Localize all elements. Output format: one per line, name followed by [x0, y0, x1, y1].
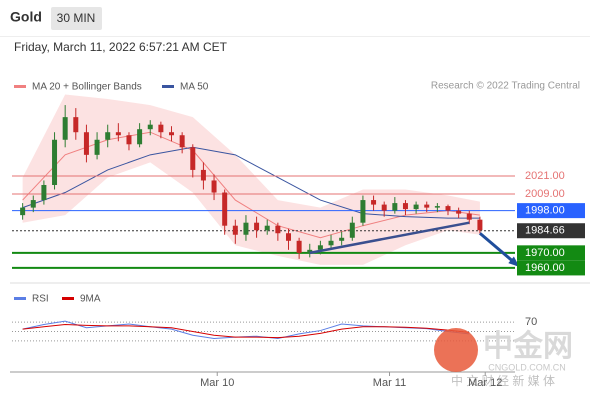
rsi-line	[22, 323, 470, 339]
candle-body	[62, 117, 68, 140]
legend-swatch	[14, 85, 26, 88]
candle-body	[243, 222, 249, 235]
interval[interactable]: 30 MIN	[57, 11, 96, 25]
candle-body	[20, 207, 26, 216]
watermark-slogan: 中 文 财 经 新 媒 体	[451, 373, 555, 388]
candle-body	[158, 124, 164, 133]
candle-body	[424, 204, 430, 208]
candle-body	[105, 132, 111, 140]
x-tick-label: Mar 12	[468, 377, 502, 389]
ma-line	[22, 131, 480, 239]
price-label-box	[517, 245, 585, 261]
forecast-arrow	[478, 232, 519, 267]
x-tick-label: Mar 11	[373, 377, 406, 389]
candle-body	[179, 135, 185, 148]
candle-body	[41, 184, 47, 201]
candle-body	[360, 200, 366, 223]
candle-body	[94, 139, 100, 155]
price-label-box	[517, 203, 585, 219]
interval-box[interactable]	[51, 7, 102, 30]
candle-body	[222, 192, 228, 226]
price-label: 2021.00	[525, 170, 565, 182]
price-label-box	[517, 260, 585, 276]
candle-body	[254, 222, 260, 231]
candle-body	[402, 203, 408, 210]
candle-body	[190, 147, 196, 170]
price-label: 1984.66	[525, 225, 565, 237]
candle-body	[466, 213, 472, 220]
price-label-box	[517, 223, 585, 239]
price-label: 1970.00	[525, 247, 565, 259]
candle-body	[52, 139, 58, 185]
divider	[0, 36, 590, 37]
candle-body	[349, 222, 355, 238]
candle-body	[381, 204, 387, 211]
legend-swatch	[62, 297, 74, 300]
bollinger-band	[22, 94, 480, 265]
source: Research © 2022 Trading Central	[431, 81, 580, 92]
price-label: 2009.00	[525, 188, 565, 200]
candle-body	[371, 200, 377, 205]
candle-body	[83, 132, 89, 155]
arrow-head	[508, 256, 520, 267]
price-label: 1998.00	[525, 205, 565, 217]
legend-label: MA 50	[180, 82, 209, 93]
candle-body	[115, 132, 121, 136]
watermark-logo-icon	[434, 328, 478, 372]
candle-body	[30, 200, 36, 208]
candle-body	[73, 117, 79, 133]
candle-body	[126, 135, 132, 145]
candle-body	[137, 129, 143, 145]
candle-body	[339, 237, 345, 241]
x-tick-label: Mar 10	[200, 377, 234, 389]
candle-body	[307, 249, 313, 253]
legend-label: 9MA	[80, 294, 101, 305]
candle-body	[392, 203, 398, 211]
candle-body	[147, 124, 153, 130]
candle-body	[445, 206, 451, 211]
candle-body	[211, 180, 217, 193]
trendline	[309, 221, 470, 255]
candle-body	[328, 240, 334, 246]
legend-label: RSI	[32, 294, 49, 305]
candle-body	[169, 132, 175, 136]
candle-body	[275, 225, 281, 234]
timestamp: Friday, March 11, 2022 6:57:21 AM CET	[14, 40, 228, 54]
ma-line	[22, 146, 480, 219]
symbol: Gold	[10, 9, 42, 25]
legend-label: MA 20 + Bollinger Bands	[32, 82, 142, 93]
candle-body	[317, 245, 323, 250]
rsi-tick-label: 70	[525, 316, 537, 328]
watermark-site: CNGOLD.COM.CN	[488, 362, 566, 372]
candle-body	[413, 204, 419, 210]
candle-body	[285, 233, 291, 241]
legend-swatch	[162, 85, 174, 88]
candle-body	[232, 225, 238, 235]
candle-body	[434, 206, 440, 208]
candle-body	[456, 210, 462, 214]
watermark-logo: 中金网	[483, 329, 573, 363]
legend-swatch	[14, 297, 26, 300]
candle-body	[264, 225, 270, 231]
price-label: 1960.00	[525, 262, 565, 274]
candle-body	[296, 240, 302, 253]
candle-body	[477, 219, 483, 231]
candle-body	[200, 169, 206, 181]
